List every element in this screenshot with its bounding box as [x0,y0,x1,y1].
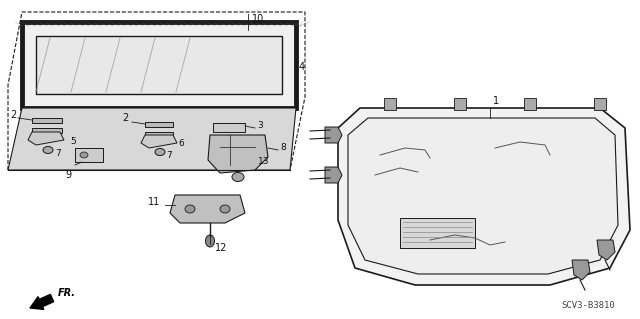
Text: FR.: FR. [58,288,76,298]
Bar [32,118,62,123]
Ellipse shape [220,205,230,213]
Polygon shape [325,127,342,143]
Polygon shape [325,167,342,183]
Polygon shape [572,260,590,280]
Bar [145,132,173,137]
Bar [384,98,396,110]
Bar [524,98,536,110]
Text: 9: 9 [65,170,71,180]
Polygon shape [22,22,296,108]
Polygon shape [338,108,630,285]
Polygon shape [141,135,177,148]
Polygon shape [348,118,618,274]
Text: 7: 7 [166,151,172,160]
Text: 6: 6 [178,138,184,147]
Ellipse shape [43,146,53,153]
Polygon shape [8,108,296,170]
Ellipse shape [205,235,214,247]
Text: 8: 8 [280,144,285,152]
Polygon shape [208,135,268,173]
Bar [454,98,466,110]
Ellipse shape [80,152,88,158]
Polygon shape [36,36,282,94]
Bar [213,123,245,132]
FancyArrow shape [30,294,54,309]
Text: 11: 11 [148,197,160,207]
Polygon shape [597,240,615,260]
Text: 4: 4 [299,62,305,72]
Ellipse shape [232,173,244,182]
Ellipse shape [185,205,195,213]
Text: 2: 2 [122,113,128,123]
Polygon shape [170,195,245,223]
Text: 10: 10 [252,14,264,24]
Text: SCV3-B3810: SCV3-B3810 [561,301,615,310]
Text: 3: 3 [257,122,263,130]
Text: 13: 13 [258,158,269,167]
Polygon shape [28,132,64,145]
Text: 12: 12 [215,243,227,253]
Ellipse shape [155,149,165,155]
Bar [32,128,62,133]
Polygon shape [400,218,475,248]
Text: 2: 2 [10,110,16,120]
Text: 5: 5 [70,137,76,146]
Text: 1: 1 [493,96,499,106]
Bar [75,148,103,162]
Text: 7: 7 [55,150,61,159]
Bar [145,122,173,127]
Bar [594,98,606,110]
